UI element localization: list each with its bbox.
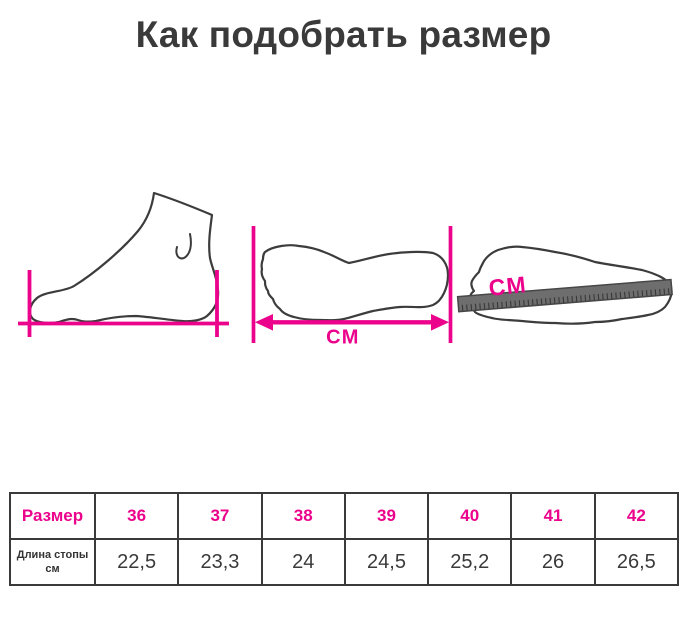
footprint-outline <box>260 244 450 322</box>
size-cell-36: 36 <box>93 492 180 540</box>
size-cell-38: 38 <box>260 492 346 540</box>
length-cell-41: 26 <box>510 538 596 586</box>
foot-side-illustration <box>18 191 229 337</box>
length-row-label: Длина стопы см <box>9 538 96 586</box>
footprint-length-illustration: СМ <box>251 226 453 349</box>
cm-label: СМ <box>326 327 360 349</box>
arrowhead-right <box>431 314 449 331</box>
length-measure: СМ <box>251 226 453 349</box>
length-arrow <box>255 314 449 331</box>
length-row: Длина стопы см 22,5 23,3 24 24,5 25,2 26… <box>9 538 680 586</box>
length-cell-38: 24 <box>260 538 346 586</box>
size-row-label: Размер <box>9 492 96 540</box>
cm-label: СМ <box>487 271 528 301</box>
ruler-ticks <box>461 288 670 311</box>
page-title: Как подобрать размер <box>135 14 552 55</box>
size-cell-39: 39 <box>343 492 430 540</box>
size-chart-table: Размер 36 37 38 39 40 41 42 Длина стопы … <box>9 492 680 586</box>
length-cell-37: 23,3 <box>177 538 263 586</box>
footprint-ruler-illustration: СМ <box>456 245 673 325</box>
size-row: Размер 36 37 38 39 40 41 42 <box>9 492 680 540</box>
length-cell-36: 22,5 <box>93 538 180 586</box>
length-cell-42: 26,5 <box>593 538 680 586</box>
size-cell-41: 41 <box>510 492 596 540</box>
ankle-mark <box>175 233 192 260</box>
length-cell-40: 25,2 <box>427 538 513 586</box>
ruler <box>456 278 673 313</box>
foot-side-outline <box>28 191 220 325</box>
measure-lines <box>18 270 229 337</box>
arrowhead-left <box>255 314 273 331</box>
size-cell-40: 40 <box>427 492 513 540</box>
size-cell-42: 42 <box>593 492 680 540</box>
size-cell-37: 37 <box>177 492 263 540</box>
length-cell-39: 24,5 <box>343 538 430 586</box>
